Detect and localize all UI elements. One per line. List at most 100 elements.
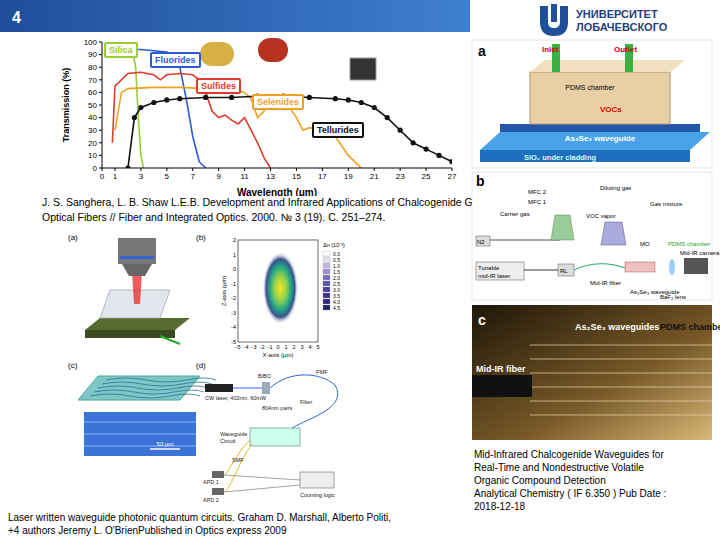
svg-text:PDMS chamber: PDMS chamber [668,241,710,247]
svg-text:ЛОБАЧЕВСКОГО: ЛОБАЧЕВСКОГО [576,21,668,33]
svg-text:VOCs: VOCs [600,105,622,114]
svg-text:804nm pairs: 804nm pairs [262,405,293,411]
svg-text:7: 7 [191,172,196,181]
svg-text:(c): (c) [68,361,78,370]
svg-text:0: 0 [93,164,98,173]
svg-text:c: c [478,312,486,328]
svg-text:Carrier gas: Carrier gas [500,211,530,217]
svg-text:Organic Compound Detection: Organic Compound Detection [474,475,606,486]
svg-text:50 μm: 50 μm [157,441,174,447]
svg-text:90: 90 [88,50,97,59]
svg-text:23: 23 [396,172,405,181]
svg-text:Z-axis (μm): Z-axis (μm) [221,276,227,306]
svg-text:As₂Se₃ waveguides: As₂Se₃ waveguides [575,322,659,332]
svg-text:(a): (a) [68,233,78,242]
svg-text:Transmission (%): Transmission (%) [61,68,71,143]
svg-text:-1: -1 [268,344,273,350]
svg-text:Mid-IR fiber: Mid-IR fiber [476,364,526,374]
svg-text:2018-12-18: 2018-12-18 [474,501,526,512]
svg-text:-4: -4 [231,324,236,330]
svg-text:Diluting gas: Diluting gas [600,185,631,191]
svg-text:PMF: PMF [316,369,328,375]
svg-text:VOC vapor: VOC vapor [586,213,616,219]
svg-text:Gas mixture: Gas mixture [650,201,683,207]
svg-text:PDMS chamber: PDMS chamber [660,322,712,332]
svg-text:BaF₂ lens: BaF₂ lens [660,294,686,300]
svg-text:-2: -2 [231,295,236,301]
svg-text:APD 1: APD 1 [203,479,219,485]
svg-text:SiO₂ under cladding: SiO₂ under cladding [524,153,597,162]
svg-text:Inlet: Inlet [542,45,559,54]
svg-text:5: 5 [165,172,170,181]
svg-text:SMF: SMF [232,457,244,463]
svg-text:Laser written waveguide photon: Laser written waveguide photonic quantum… [8,512,391,523]
svg-text:MFC 2: MFC 2 [528,189,547,195]
svg-text:-2: -2 [260,344,265,350]
svg-text:J. S. Sanghera, L. B. Shaw L.E: J. S. Sanghera, L. B. Shaw L.E.B. Develo… [42,196,491,208]
svg-text:MFC 1: MFC 1 [528,199,547,205]
svg-text:УНИВЕРСИТЕТ: УНИВЕРСИТЕТ [576,8,658,20]
svg-text:3: 3 [300,344,303,350]
svg-text:-1: -1 [231,281,236,287]
svg-text:4: 4 [12,9,21,26]
svg-text:As₂Se₃ waveguide: As₂Se₃ waveguide [565,134,636,143]
svg-text:9: 9 [216,172,221,181]
svg-text:X-axis (μm): X-axis (μm) [263,352,294,358]
svg-text:N2: N2 [477,239,485,245]
svg-text:4: 4 [308,344,311,350]
svg-text:BiBO: BiBO [258,373,272,379]
svg-text:5: 5 [316,344,319,350]
svg-text:Waveguide: Waveguide [220,431,247,437]
svg-text:4.5: 4.5 [333,305,340,311]
svg-text:CW laser, 402nm, 60mW: CW laser, 402nm, 60mW [205,395,267,401]
svg-text:-3: -3 [252,344,257,350]
svg-text:60: 60 [88,88,97,97]
svg-text:-5: -5 [236,344,241,350]
svg-text:-4: -4 [244,344,249,350]
svg-text:-5: -5 [231,339,236,345]
svg-text:(b): (b) [196,233,206,242]
svg-text:Mid-IR camera: Mid-IR camera [680,250,712,256]
svg-text:27: 27 [448,172,457,181]
svg-text:-3: -3 [231,310,236,316]
svg-text:1: 1 [113,172,118,181]
svg-text:25: 25 [422,172,431,181]
svg-text:15: 15 [292,172,301,181]
svg-text:2: 2 [233,237,236,243]
svg-text:Filter: Filter [300,399,312,405]
svg-text:100: 100 [84,38,98,47]
svg-text:1: 1 [233,252,236,258]
svg-text:Circuit: Circuit [220,438,236,444]
svg-text:Tunable: Tunable [478,265,500,271]
svg-text:PDMS chamber: PDMS chamber [565,84,615,91]
svg-text:MO: MO [640,241,650,247]
svg-text:Outlet: Outlet [614,45,637,54]
svg-text:40: 40 [88,113,97,122]
svg-text:Mid-Infrared Chalcogenide Wave: Mid-Infrared Chalcogenide Waveguides for [474,449,664,460]
svg-text:APD 2: APD 2 [203,497,219,503]
svg-text:80: 80 [88,63,97,72]
svg-text:a: a [478,43,486,59]
svg-text:0: 0 [100,172,105,181]
svg-text:mid-IR laser: mid-IR laser [478,273,510,279]
svg-text:0: 0 [233,266,236,272]
svg-text:Δn (10⁻³): Δn (10⁻³) [323,242,345,248]
svg-text:21: 21 [370,172,379,181]
svg-text:1: 1 [284,344,287,350]
svg-text:Counting logic: Counting logic [300,492,335,498]
svg-text:19: 19 [344,172,353,181]
svg-text:b: b [476,173,485,189]
svg-text:11: 11 [240,172,249,181]
svg-text:Analytical Chemistry ( IF 6.35: Analytical Chemistry ( IF 6.350 ) Pub Da… [474,488,666,499]
svg-text:(d): (d) [196,361,206,370]
svg-text:13: 13 [266,172,275,181]
svg-text:70: 70 [88,76,97,85]
svg-text:20: 20 [88,139,97,148]
svg-text:Real-Time and Nondestructive V: Real-Time and Nondestructive Volatile [474,462,644,473]
svg-text:10: 10 [88,151,97,160]
svg-text:2: 2 [292,344,295,350]
svg-text:Wavelength (μm): Wavelength (μm) [237,187,317,196]
svg-text:30: 30 [88,126,97,135]
svg-text:3: 3 [139,172,144,181]
svg-text:Mid-IR fiber: Mid-IR fiber [590,280,621,286]
